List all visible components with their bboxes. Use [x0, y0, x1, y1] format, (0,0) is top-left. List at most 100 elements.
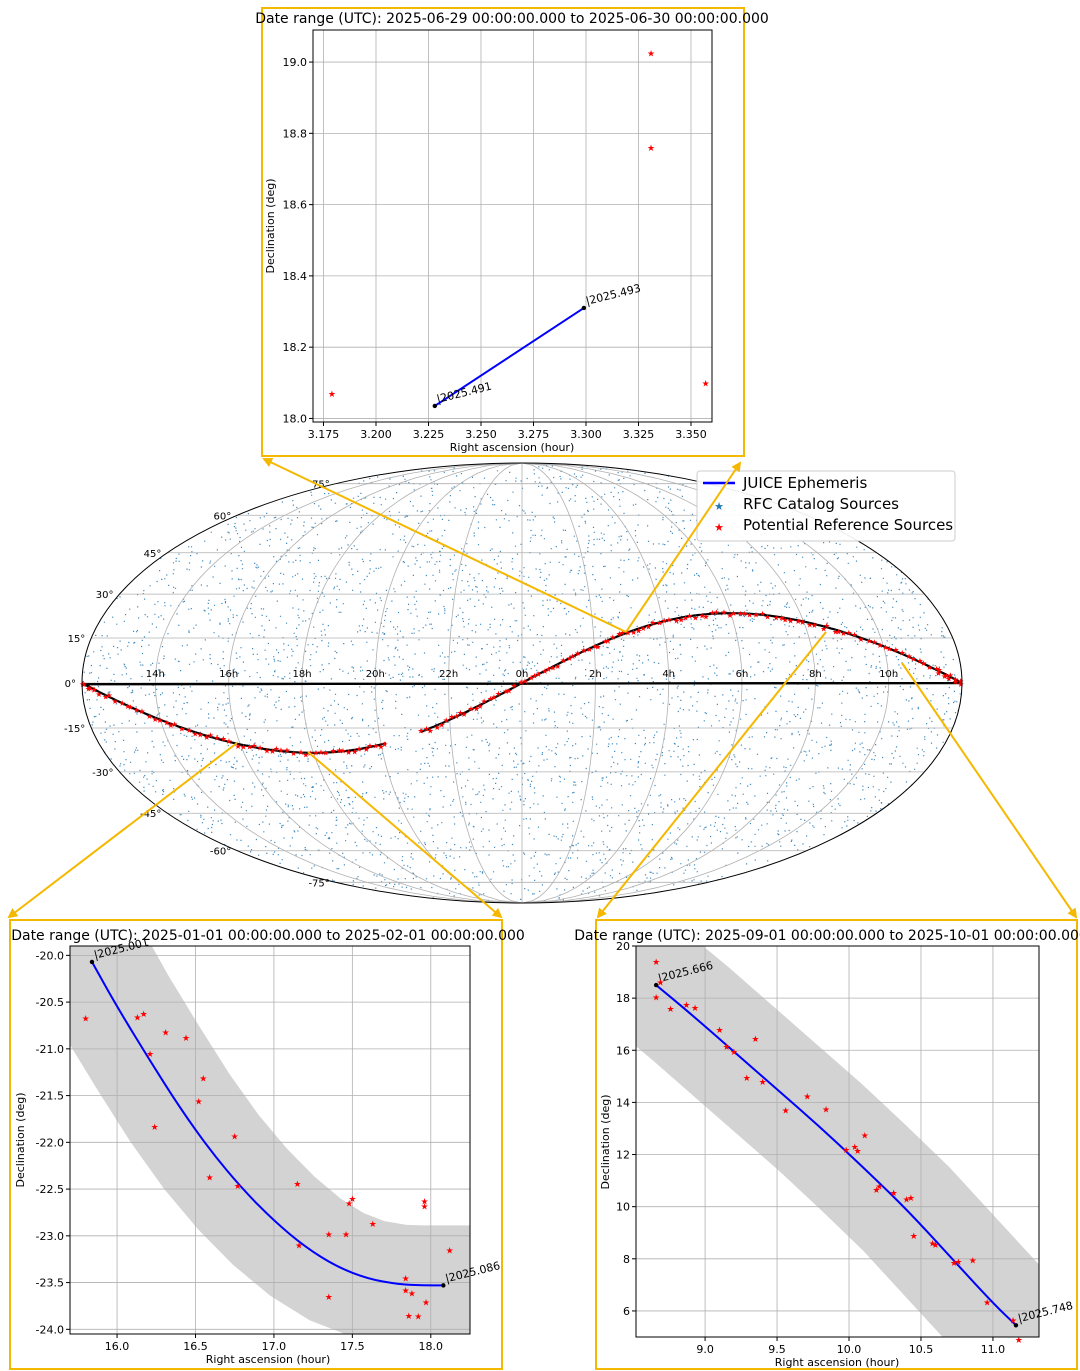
sky-map: ★ ★★ ★★★★★★ ★★★ ★★★★★★★★ ★★★★ ★★★ ★★ ★ ★★★★ ★★★ ★★★…	[64, 462, 964, 904]
sky-potential-source-133: ★	[795, 617, 802, 626]
inset-left-xtick-label-4: 18.0	[419, 1340, 444, 1353]
arrow-to-left-right	[307, 751, 503, 919]
sky-potential-source-25: ★	[192, 730, 199, 739]
sky-potential-source-6: ★	[85, 684, 92, 693]
inset-left-ticks: 16.0 16.5 17.0 17.5 18.0 -20.0 -20.5 -21.0 -21.5…	[36, 949, 444, 1353]
inset-right-source-18: ★	[861, 1131, 869, 1141]
sky-potential-source-48: ★	[322, 748, 329, 757]
sky-potential-source-115: ★	[692, 613, 699, 622]
sky-potential-source-26: ★	[197, 730, 204, 739]
inset-right-source-25: ★	[928, 1240, 936, 1250]
sky-potential-source-129: ★	[773, 613, 780, 622]
sky-potential-source-113: ★	[682, 613, 689, 622]
inset-right-xtick-label-0: 9.0	[696, 1343, 714, 1356]
inset-right-ytick-label-4: 14	[616, 1096, 630, 1109]
inset-right-ytick-label-6: 18	[616, 992, 630, 1005]
sky-potential-source-39: ★	[273, 745, 280, 754]
inset-left-ephemeris-endpoint-0	[89, 959, 95, 965]
inset-top-xtick-label-1: 3.200	[360, 428, 392, 441]
inset-top-xtick-label-3: 3.250	[465, 428, 497, 441]
inset-top-xlabel: Right ascension (hour)	[450, 441, 575, 454]
sky-potential-source-105: ★	[640, 624, 647, 633]
inset-right-source-23: ★	[907, 1194, 915, 1204]
sky-potential-source-31: ★	[225, 737, 232, 746]
sky-potential-source-131: ★	[782, 615, 789, 624]
sky-ra-label-4: 22h	[439, 669, 458, 680]
sky-potential-source-62: ★	[427, 726, 434, 735]
inset-top-source-0: ★	[328, 390, 336, 400]
inset-top-frame	[261, 7, 745, 457]
sky-potential-source-155: ★	[920, 659, 927, 668]
inset-right-source-2: ★	[656, 978, 664, 988]
sky-potential-source-37: ★	[263, 746, 270, 755]
inset-left-ytick-label-2: -21.0	[36, 1043, 64, 1056]
sky-potential-source-88: ★	[554, 662, 561, 671]
sky-potential-source-12: ★	[119, 699, 126, 708]
inset-top-ytick-label-2: 18.4	[283, 270, 308, 283]
sky-potential-source-5: ★	[79, 680, 86, 689]
inset-right-xlabel: Right ascension (hour)	[775, 1356, 900, 1369]
inset-right-source-28: ★	[954, 1258, 962, 1268]
sky-potential-source-161: ★	[952, 675, 959, 684]
sky-dec-label-7: -30°	[92, 768, 113, 779]
inset-left-source-13: ★	[295, 1242, 303, 1252]
sky-ra-label-8: 6h	[736, 669, 749, 680]
legend-marker-potential: ★	[714, 521, 724, 534]
inset-left-ytick-label-3: -21.5	[36, 1090, 64, 1103]
sky-potential-source-83: ★	[531, 672, 538, 681]
inset-right-source-27: ★	[950, 1259, 958, 1269]
sky-potential-source-63: ★	[434, 723, 441, 732]
sky-potential-source-68: ★	[457, 709, 464, 718]
sky-potential-source-109: ★	[661, 617, 668, 626]
sky-ra-label-0: 14h	[146, 669, 165, 680]
sky-potential-source-66: ★	[448, 713, 455, 722]
inset-right-data: |2025.666|2025.748★★★★ ★ ★★★★★★★★★★★ ★★★★★★…	[652, 958, 1074, 1346]
inset-right-source-19: ★	[872, 1186, 880, 1196]
sky-potential-source-143: ★	[851, 630, 858, 639]
sky-dec-label-6: -15°	[64, 724, 85, 735]
sky-potential-source-116: ★	[699, 612, 706, 621]
sky-potential-source-128: ★	[764, 613, 771, 622]
inset-right-uncertainty-band	[636, 946, 1039, 1337]
sky-potential-source-34: ★	[246, 742, 253, 751]
sky-potential-source-99: ★	[609, 633, 616, 642]
inset-right-ephemeris-endpoint-0	[653, 982, 659, 988]
legend: JUICE Ephemeris ★ RFC Catalog Sources ★ …	[696, 470, 956, 542]
inset-left-source-22: ★	[405, 1312, 413, 1322]
inset-left-ytick-label-4: -22.0	[36, 1136, 64, 1149]
inset-right-source-26: ★	[931, 1241, 939, 1251]
sky-potential-source-67: ★	[453, 712, 460, 721]
sky-potential-source-135: ★	[806, 620, 813, 629]
sky-potential-source-107: ★	[649, 619, 656, 628]
sky-potential-source-9: ★	[102, 693, 109, 702]
sky-potential-source-84: ★	[535, 670, 542, 679]
inset-left-source-7: ★	[195, 1098, 203, 1108]
sky-potential-source-58: ★	[377, 743, 384, 752]
inset-left-source-15: ★	[325, 1293, 333, 1303]
inset-right-source-4: ★	[682, 1001, 690, 1011]
sky-potential-source-118: ★	[709, 609, 716, 618]
inset-left-band-layer	[70, 946, 470, 1334]
inset-right-ephemeris-line	[655, 984, 1017, 1326]
inset-right-ylabel: Declination (deg)	[599, 1095, 612, 1190]
arrow-to-top-left	[262, 457, 627, 633]
inset-left-source-24: ★	[414, 1313, 422, 1323]
sky-potential-source-80: ★	[518, 678, 525, 687]
sky-potential-source-61: ★	[423, 725, 430, 734]
sky-potential-source-38: ★	[269, 747, 276, 756]
sky-potential-source-117: ★	[702, 612, 709, 621]
sky-potential-source-142: ★	[845, 629, 852, 638]
sky-potential-source-93: ★	[580, 646, 587, 655]
inset-top-source-2: ★	[647, 144, 655, 154]
sky-potential-source-10: ★	[106, 691, 113, 700]
inset-right-source-1: ★	[652, 993, 660, 1003]
legend-box	[696, 470, 956, 542]
sky-map-outline	[81, 462, 963, 904]
sky-potential-source-108: ★	[656, 618, 663, 627]
inset-top-xtick-label-2: 3.225	[413, 428, 445, 441]
sky-potential-source-110: ★	[665, 615, 672, 624]
sky-potential-source-121: ★	[726, 611, 733, 620]
sky-dec-label-10: -75°	[308, 878, 329, 889]
inset-left-source-6: ★	[182, 1034, 190, 1044]
